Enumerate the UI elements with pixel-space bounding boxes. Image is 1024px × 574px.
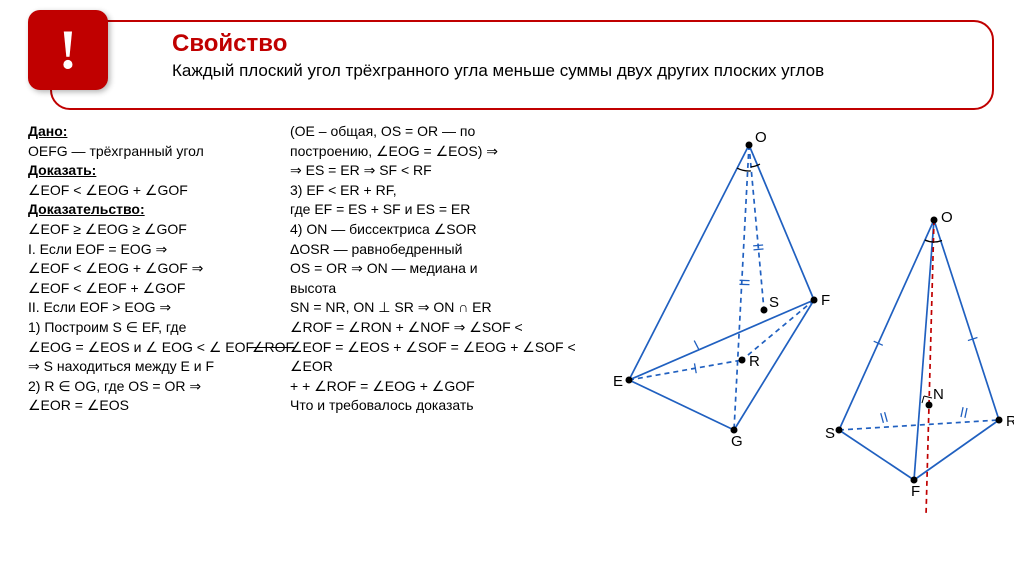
proof-line: ∠ROF = ∠RON + ∠NOF ⇒ ∠SOF < — [290, 318, 600, 338]
prove-label: Доказать: — [28, 161, 288, 181]
alert-icon: ! — [28, 10, 108, 90]
geometry-diagram: O E F G S R O S F R N — [604, 130, 1014, 560]
proof-line: высота — [290, 279, 600, 299]
proof-line: Что и требовалось доказать — [290, 396, 600, 416]
exclamation-glyph: ! — [59, 18, 78, 82]
proof-line: (OE – общая, OS = OR — по — [290, 122, 600, 142]
svg-text:E: E — [613, 373, 623, 390]
proof-line: ⇒ S находиться между E и F — [28, 357, 288, 377]
proof-line: ∠EOF < ∠EOG + ∠GOF ⇒ — [28, 259, 288, 279]
proof-line: II. Если EOF > EOG ⇒ — [28, 298, 288, 318]
diagram-area: O E F G S R O S F R N — [604, 130, 1014, 560]
proof-line: построению, ∠EOG = ∠EOS) ⇒ — [290, 142, 600, 162]
proof-line: ∠EOF ≥ ∠EOG ≥ ∠GOF — [28, 220, 288, 240]
svg-text:O: O — [755, 130, 767, 146]
proof-line: OS = OR ⇒ ON — медиана и — [290, 259, 600, 279]
svg-text:R: R — [749, 353, 760, 370]
proof-line: 3) EF < ER + RF, — [290, 181, 600, 201]
svg-text:N: N — [933, 386, 944, 403]
proof-column-left: Дано: OEFG — трёхгранный угол Доказать: … — [28, 122, 288, 416]
proof-line: ∠EOF < ∠EOF + ∠GOF — [28, 279, 288, 299]
proof-column-right: (OE – общая, OS = OR — по построению, ∠E… — [290, 122, 600, 416]
svg-text:S: S — [825, 425, 835, 442]
header-content: Свойство Каждый плоский угол трёхгранног… — [172, 30, 972, 81]
proof-line: где EF = ES + SF и ES = ER — [290, 200, 600, 220]
proof-line: ∠EOR = ∠EOS — [28, 396, 288, 416]
proof-label: Доказательство: — [28, 200, 288, 220]
proof-line: SN = NR, ON ⊥ SR ⇒ ON ∩ ER — [290, 298, 600, 318]
svg-text:F: F — [911, 483, 920, 500]
svg-text:G: G — [731, 433, 743, 450]
svg-text:O: O — [941, 209, 953, 226]
header-subtitle: Каждый плоский угол трёхгранного угла ме… — [172, 60, 972, 81]
svg-text:R: R — [1006, 413, 1014, 430]
svg-text:S: S — [769, 294, 779, 311]
proof-line: + + ∠ROF = ∠EOG + ∠GOF — [290, 377, 600, 397]
proof-line: ⇒ ES = ER ⇒ SF < RF — [290, 161, 600, 181]
proof-line: ∠EOF = ∠EOS + ∠SOF = ∠EOG + ∠SOF < ∠EOR — [290, 339, 576, 375]
proof-line: 2) R ∈ OG, где OS = OR ⇒ — [28, 377, 288, 397]
svg-text:F: F — [821, 292, 830, 309]
proof-line: ΔOSR — равнобедренный — [290, 240, 600, 260]
proof-line: I. Если EOF = EOG ⇒ — [28, 240, 288, 260]
header-callout: Свойство Каждый плоский угол трёхгранног… — [50, 20, 994, 110]
prove-text: ∠EOF < ∠EOG + ∠GOF — [28, 181, 288, 201]
header-title: Свойство — [172, 30, 972, 58]
given-text: OEFG — трёхгранный угол — [28, 142, 288, 162]
proof-line: ∠EOG = ∠EOS и ∠ EOG < ∠ EOF — [28, 338, 288, 358]
proof-line-overlap: ∠ROF — [252, 338, 294, 358]
given-label: Дано: — [28, 122, 288, 142]
proof-line: 1) Построим S ∈ EF, где — [28, 318, 288, 338]
proof-line: 4) ON — биссектриса ∠SOR — [290, 220, 600, 240]
